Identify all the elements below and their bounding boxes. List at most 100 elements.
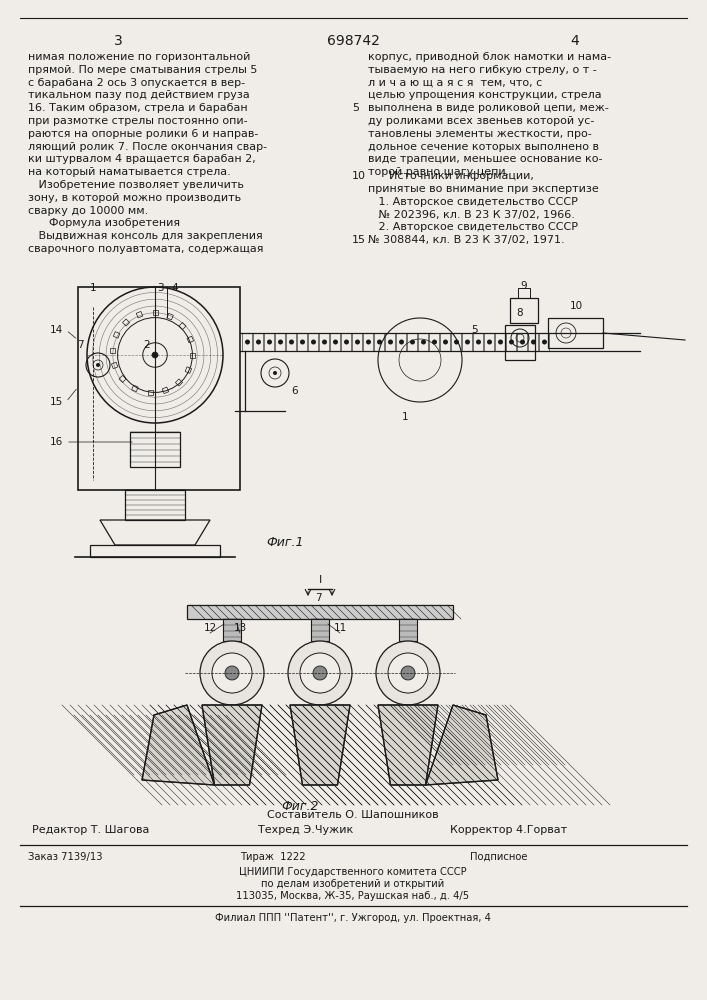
Text: 698742: 698742 (327, 34, 380, 48)
Text: 11: 11 (334, 623, 346, 633)
Circle shape (313, 666, 327, 680)
Bar (374, 333, 384, 351)
Bar (112, 362, 118, 369)
Bar (399, 619, 417, 641)
Circle shape (289, 340, 294, 344)
Circle shape (344, 340, 349, 344)
Bar (190, 353, 195, 358)
Bar (242, 333, 252, 351)
Text: на который наматывается стрела.: на который наматывается стрела. (28, 167, 230, 177)
Circle shape (267, 340, 272, 344)
Bar (185, 367, 192, 373)
Bar (484, 333, 494, 351)
Text: Выдвижная консоль для закрепления: Выдвижная консоль для закрепления (28, 231, 263, 241)
Bar (119, 375, 126, 382)
Text: № 308844, кл. В 23 К 37/02, 1971.: № 308844, кл. В 23 К 37/02, 1971. (368, 235, 565, 245)
Polygon shape (202, 705, 262, 785)
Bar (275, 333, 285, 351)
Circle shape (377, 340, 382, 344)
Text: 4: 4 (571, 34, 579, 48)
Text: 5: 5 (471, 325, 477, 335)
Text: 10: 10 (569, 301, 583, 311)
Bar (125, 490, 185, 520)
Text: зону, в которой можно производить: зону, в которой можно производить (28, 193, 241, 203)
Bar (153, 310, 158, 315)
Text: 1. Авторское свидетельство СССР: 1. Авторское свидетельство СССР (368, 197, 578, 207)
Text: 3: 3 (157, 283, 163, 293)
Bar (187, 605, 453, 619)
Bar (429, 333, 439, 351)
Text: 13: 13 (233, 623, 247, 633)
Bar (473, 333, 483, 351)
Circle shape (288, 641, 352, 705)
Bar (297, 333, 307, 351)
Text: л и ч а ю щ а я с я  тем, что, с: л и ч а ю щ а я с я тем, что, с (368, 78, 542, 88)
Text: 6: 6 (292, 386, 298, 396)
Text: Составитель О. Шапошников: Составитель О. Шапошников (267, 810, 439, 820)
Bar (148, 390, 153, 395)
Bar (548, 318, 603, 348)
Polygon shape (142, 705, 214, 785)
Bar (462, 333, 472, 351)
Circle shape (300, 340, 305, 344)
Text: № 202396, кл. В 23 К 37/02, 1966.: № 202396, кл. В 23 К 37/02, 1966. (368, 210, 575, 220)
Text: 1: 1 (90, 283, 96, 293)
Bar (418, 333, 428, 351)
Bar (518, 288, 530, 298)
Text: Филиал ППП ''Патент'', г. Ужгород, ул. Проектная, 4: Филиал ППП ''Патент'', г. Ужгород, ул. П… (215, 913, 491, 923)
Text: Источники информации,: Источники информации, (368, 171, 534, 181)
Bar (122, 319, 129, 326)
Polygon shape (426, 705, 498, 785)
Bar (179, 323, 186, 330)
Bar (505, 325, 535, 360)
Bar (385, 333, 395, 351)
Bar (440, 333, 450, 351)
Text: Подписное: Подписное (470, 852, 527, 862)
Text: 16: 16 (49, 437, 63, 447)
Bar (510, 298, 538, 323)
Text: 15: 15 (49, 397, 63, 407)
Bar (253, 333, 263, 351)
Circle shape (366, 340, 371, 344)
Circle shape (388, 340, 393, 344)
Bar (407, 333, 417, 351)
Circle shape (498, 340, 503, 344)
Circle shape (200, 641, 264, 705)
Text: прямой. По мере сматывания стрелы 5: прямой. По мере сматывания стрелы 5 (28, 65, 257, 75)
Circle shape (443, 340, 448, 344)
Bar (286, 333, 296, 351)
Text: тановлены элементы жесткости, про-: тановлены элементы жесткости, про- (368, 129, 592, 139)
Text: целью упрощения конструкции, стрела: целью упрощения конструкции, стрела (368, 90, 602, 100)
Text: ляющий ролик 7. После окончания свар-: ляющий ролик 7. После окончания свар- (28, 142, 267, 152)
Circle shape (401, 666, 415, 680)
Bar (363, 333, 373, 351)
Bar (396, 333, 406, 351)
Bar (90, 545, 220, 557)
Text: ду роликами всех звеньев которой ус-: ду роликами всех звеньев которой ус- (368, 116, 595, 126)
Text: 10: 10 (352, 171, 366, 181)
Bar (330, 333, 340, 351)
Polygon shape (290, 705, 350, 785)
Circle shape (388, 653, 428, 693)
Circle shape (476, 340, 481, 344)
Circle shape (520, 340, 525, 344)
Text: 4: 4 (172, 283, 178, 293)
Text: Редактор Т. Шагова: Редактор Т. Шагова (32, 825, 149, 835)
Text: принятые во внимание при экспертизе: принятые во внимание при экспертизе (368, 184, 599, 194)
Circle shape (96, 363, 100, 367)
Text: раются на опорные ролики 6 и направ-: раются на опорные ролики 6 и направ- (28, 129, 258, 139)
Circle shape (410, 340, 415, 344)
Text: 12: 12 (204, 623, 216, 633)
Text: дольное сечение которых выполнено в: дольное сечение которых выполнено в (368, 142, 599, 152)
Text: Техред Э.Чужик: Техред Э.Чужик (258, 825, 354, 835)
Bar (175, 379, 182, 386)
Bar (223, 619, 241, 641)
Text: при размотке стрелы постоянно опи-: при размотке стрелы постоянно опи- (28, 116, 247, 126)
Polygon shape (378, 705, 438, 785)
Text: 1: 1 (402, 412, 409, 422)
Bar (506, 333, 516, 351)
Text: по делам изобретений и открытий: по делам изобретений и открытий (262, 879, 445, 889)
Bar (451, 333, 461, 351)
Circle shape (278, 340, 283, 344)
Text: Фиг.1: Фиг.1 (267, 536, 304, 549)
